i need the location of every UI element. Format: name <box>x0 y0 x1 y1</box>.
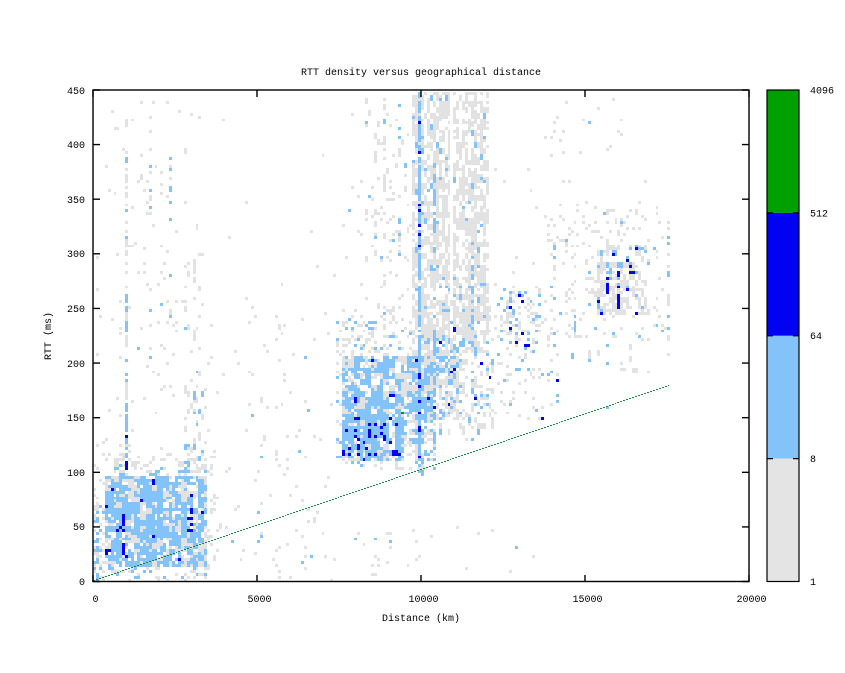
svg-text:200: 200 <box>67 360 85 371</box>
svg-text:512: 512 <box>810 209 828 220</box>
svg-text:350: 350 <box>67 196 85 207</box>
svg-text:15000: 15000 <box>572 595 602 606</box>
svg-text:4096: 4096 <box>810 87 834 98</box>
svg-text:0: 0 <box>92 595 98 606</box>
svg-text:400: 400 <box>67 141 85 152</box>
svg-text:20000: 20000 <box>736 595 766 606</box>
svg-text:0: 0 <box>79 578 85 589</box>
svg-text:8: 8 <box>810 455 816 466</box>
svg-text:1: 1 <box>810 578 816 589</box>
svg-text:100: 100 <box>67 469 85 480</box>
svg-text:RTT density versus geographica: RTT density versus geographical distance <box>301 67 541 79</box>
svg-text:300: 300 <box>67 250 85 261</box>
svg-text:RTT (ms): RTT (ms) <box>43 312 55 360</box>
svg-text:64: 64 <box>810 332 822 343</box>
svg-text:250: 250 <box>67 305 85 316</box>
svg-text:Distance (km): Distance (km) <box>382 613 460 625</box>
svg-text:5000: 5000 <box>247 595 271 606</box>
svg-text:150: 150 <box>67 414 85 425</box>
svg-text:450: 450 <box>67 87 85 98</box>
svg-text:10000: 10000 <box>408 595 438 606</box>
svg-text:50: 50 <box>73 523 85 534</box>
